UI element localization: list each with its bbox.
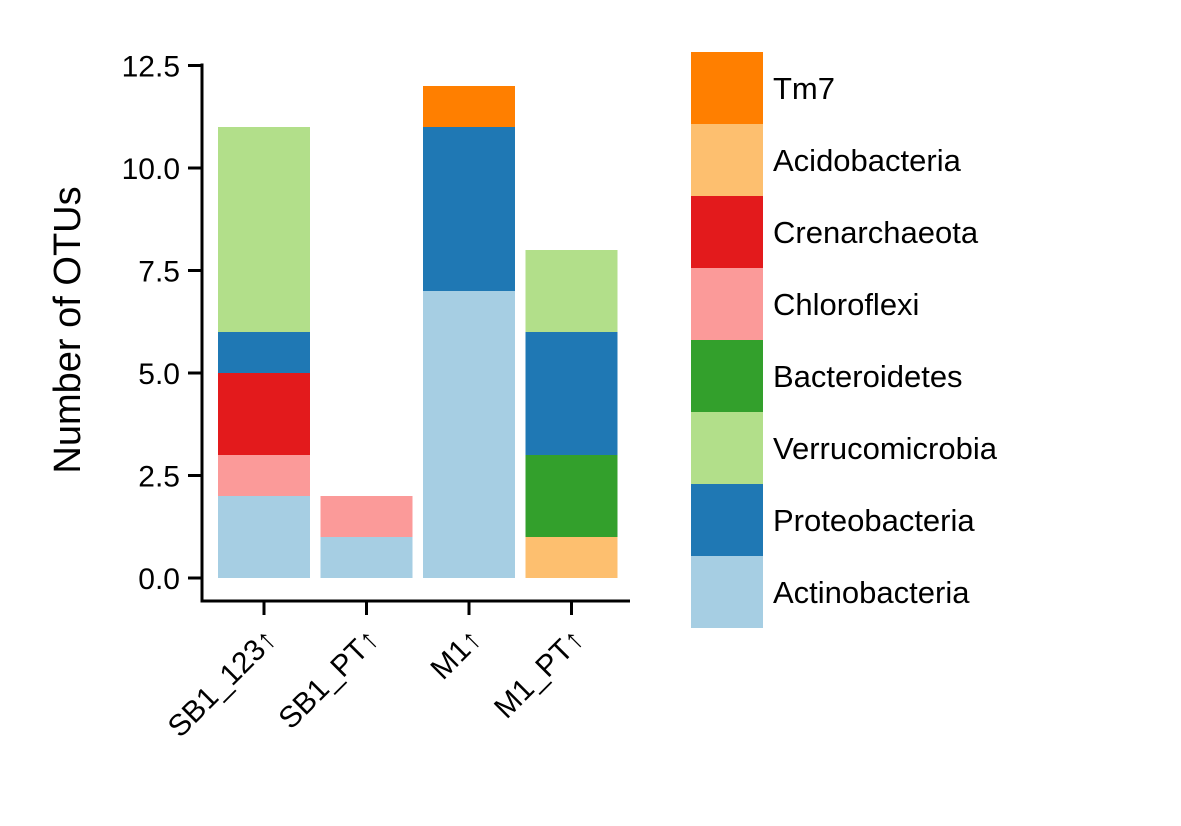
legend-label-actinobacteria: Actinobacteria [773,575,970,610]
bars-layer [218,86,618,578]
bar-segment-proteobacteria-4 [525,332,618,455]
bar-segment-actinobacteria-3 [423,291,515,578]
legend-label-crenarchaeota: Crenarchaeota [773,215,979,250]
legend-label-proteobacteria: Proteobacteria [773,503,975,538]
x-tick-label: M1↑ [425,623,488,686]
legend: Tm7 Acidobacteria Crenarchaeota Chloroflexi… [691,52,998,628]
y-tick-label: 0.0 [138,563,180,596]
x-tick-label: SB1_123↑ [162,623,283,744]
x-axis: SB1_123↑SB1_PT↑ M1↑ M1_PT↑ [162,599,630,744]
legend-swatch-proteobacteria [691,484,763,556]
legend-label-chloroflexi: Chloroflexi [773,287,919,322]
legend-swatch-tm7 [691,52,763,124]
bar-segment-chloroflexi-1 [218,455,310,496]
y-axis-title: Number of OTUs [47,186,89,473]
legend-swatch-actinobacteria [691,556,763,628]
y-tick-label: 2.5 [138,461,180,494]
bar-segment-bacteroidetes-4 [525,455,618,537]
bar-segment-proteobacteria-1 [218,332,310,373]
legend-swatch-verrucomicrobia [691,412,763,484]
bar-segment-proteobacteria-3 [423,127,515,291]
y-axis: 0.0 2.5 5.0 7.5 10.0 12.5 [122,51,204,603]
legend-label-acidobacteria: Acidobacteria [773,143,962,178]
x-tick-label: M1_PT↑ [488,623,590,725]
bar-segment-verrucomicrobia-4 [525,250,618,332]
x-tick-label: SB1_PT↑ [273,623,386,736]
legend-swatch-bacteroidetes [691,340,763,412]
bar-segment-verrucomicrobia-1 [218,127,310,332]
bar-segment-actinobacteria-2 [320,537,413,578]
bar-segment-chloroflexi-2 [320,496,413,537]
y-tick-label: 7.5 [138,256,180,289]
legend-swatch-chloroflexi [691,268,763,340]
legend-label-verrucomicrobia: Verrucomicrobia [773,431,998,466]
legend-label-tm7: Tm7 [773,71,835,106]
legend-label-bacteroidetes: Bacteroidetes [773,359,963,394]
bar-segment-tm7-3 [423,86,515,127]
bar-segment-crenarchaeota-1 [218,373,310,455]
y-tick-label: 5.0 [138,358,180,391]
bar-segment-acidobacteria-4 [525,537,618,578]
legend-swatch-acidobacteria [691,124,763,196]
bar-segment-actinobacteria-1 [218,496,310,578]
y-tick-label: 12.5 [122,51,180,84]
legend-swatch-crenarchaeota [691,196,763,268]
y-tick-label: 10.0 [122,153,180,186]
